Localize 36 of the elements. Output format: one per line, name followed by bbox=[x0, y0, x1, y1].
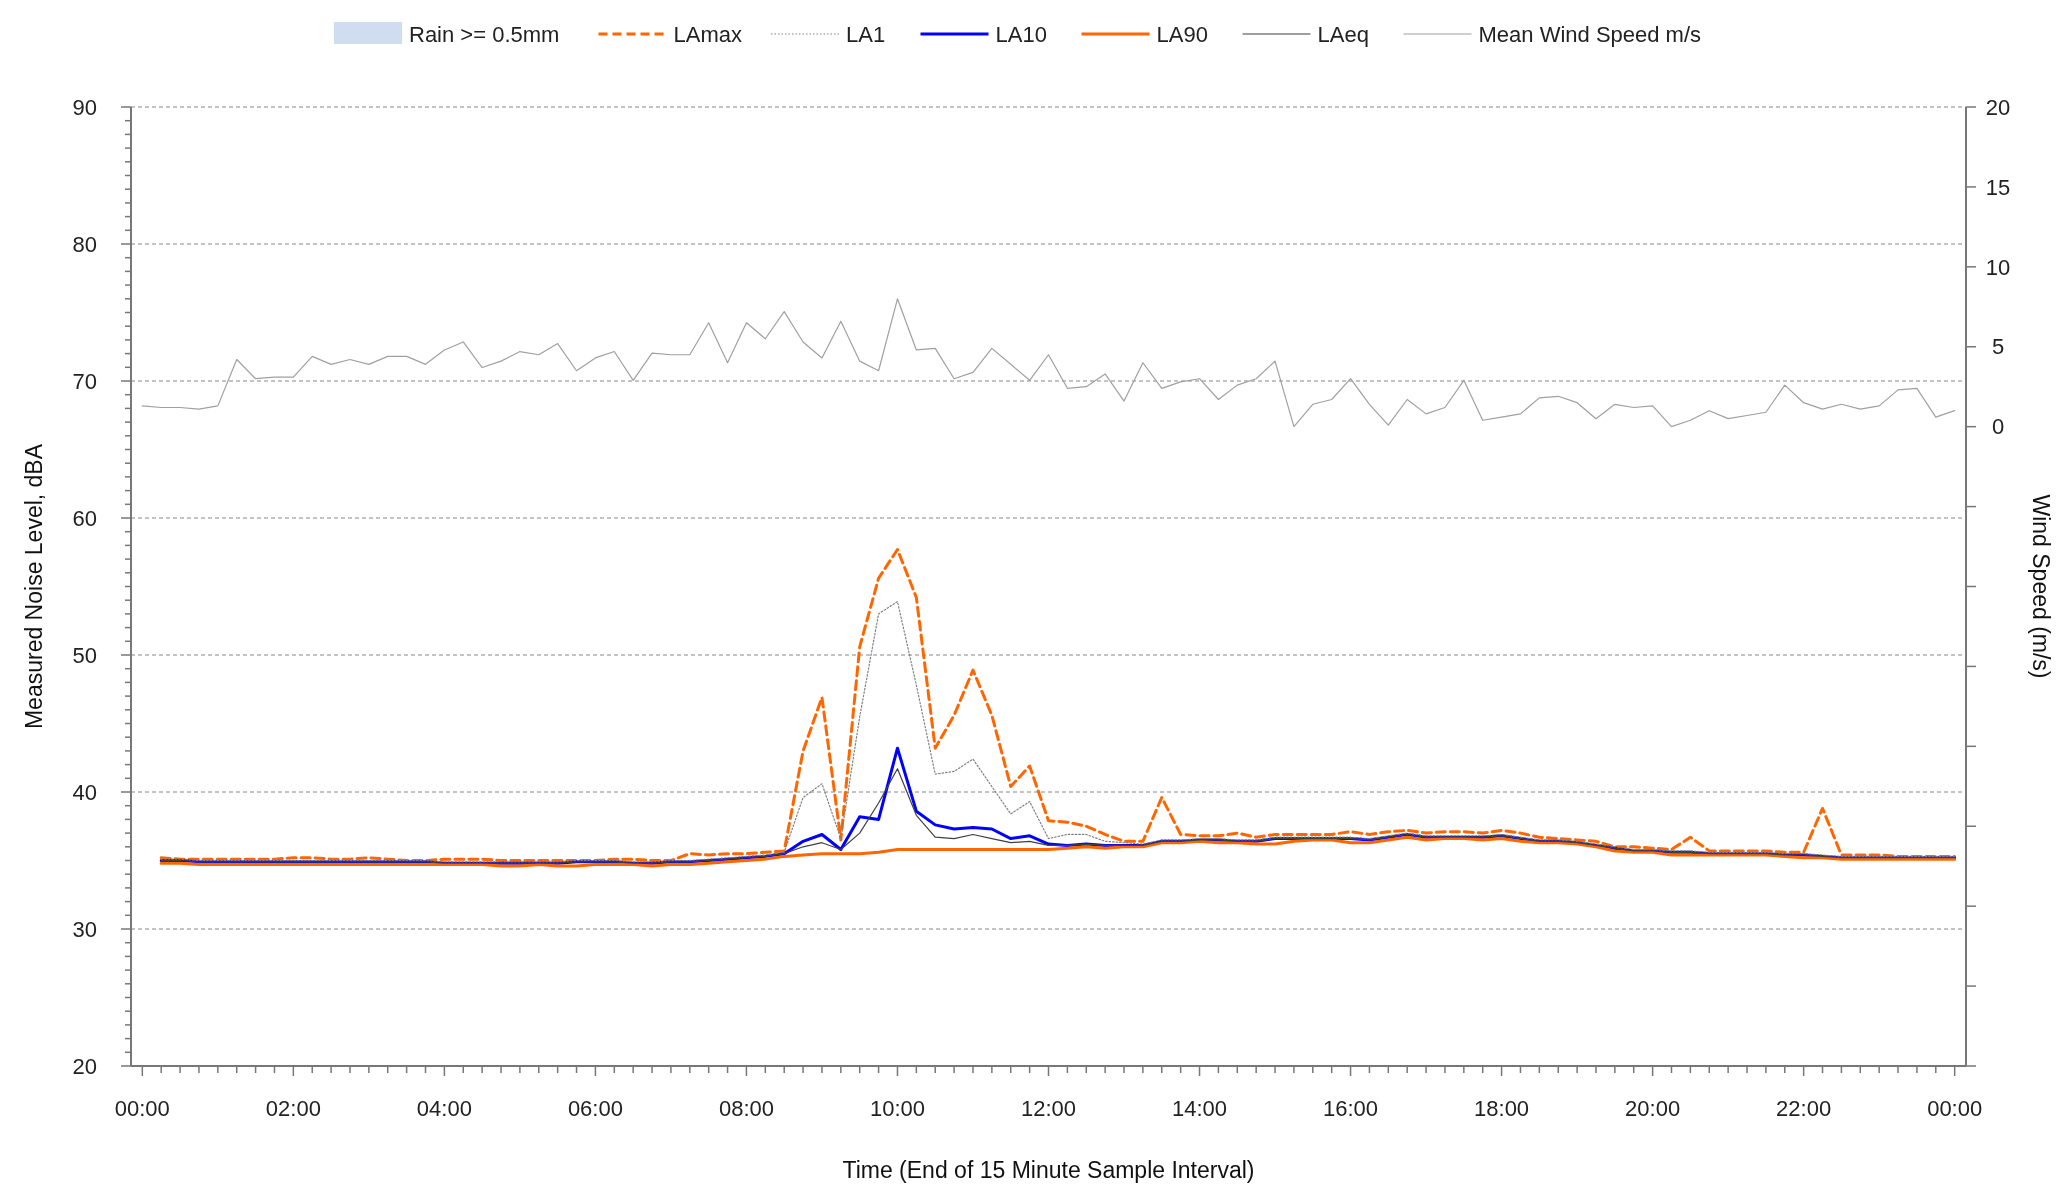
legend-label: Rain >= 0.5mm bbox=[409, 21, 560, 47]
x-tick-label: 04:00 bbox=[416, 1096, 472, 1121]
y-tick-label: 90 bbox=[72, 94, 97, 120]
x-tick-label: 00:00 bbox=[1927, 1096, 1983, 1121]
y2-tick-label: 10 bbox=[1985, 254, 2011, 280]
y-tick-label: 30 bbox=[72, 916, 97, 942]
legend-label: LA10 bbox=[995, 21, 1047, 47]
x-tick-label: 16:00 bbox=[1323, 1096, 1379, 1121]
y-tick-label: 80 bbox=[72, 231, 97, 257]
y2-tick-label: 5 bbox=[1991, 334, 2005, 360]
x-tick-label: 12:00 bbox=[1020, 1096, 1077, 1121]
x-tick-label: 18:00 bbox=[1474, 1096, 1530, 1121]
y-tick-label: 20 bbox=[72, 1053, 97, 1079]
x-tick-label: 02:00 bbox=[265, 1096, 321, 1121]
x-tick-label: 22:00 bbox=[1776, 1096, 1832, 1121]
y-tick-label: 50 bbox=[72, 642, 97, 668]
x-tick-label: 06:00 bbox=[567, 1096, 623, 1121]
y2-tick-label: 15 bbox=[1985, 174, 2011, 200]
y-tick-label: 40 bbox=[72, 779, 97, 805]
legend-label: LA1 bbox=[846, 21, 886, 47]
x-tick-label: 20:00 bbox=[1625, 1096, 1681, 1121]
x-tick-label: 00:00 bbox=[114, 1096, 170, 1121]
y-tick-label: 70 bbox=[72, 368, 97, 394]
y-axis-title: Measured Noise Level, dBA bbox=[21, 443, 47, 730]
legend-label: LA90 bbox=[1156, 21, 1208, 47]
y-tick-label: 60 bbox=[72, 505, 97, 531]
x-tick-label: 10:00 bbox=[869, 1096, 925, 1121]
x-tick-label: 14:00 bbox=[1172, 1096, 1228, 1121]
y2-tick-label: 20 bbox=[1985, 94, 2011, 120]
legend-label: LAmax bbox=[673, 21, 742, 47]
y2-axis-title: Wind Speed (m/s) bbox=[2028, 494, 2054, 679]
legend-label: LAeq bbox=[1317, 21, 1369, 47]
y2-tick-label: 0 bbox=[1991, 414, 2005, 440]
x-tick-label: 08:00 bbox=[718, 1096, 774, 1121]
legend-label: Mean Wind Speed m/s bbox=[1478, 21, 1702, 47]
x-axis-title: Time (End of 15 Minute Sample Interval) bbox=[842, 1157, 1255, 1183]
